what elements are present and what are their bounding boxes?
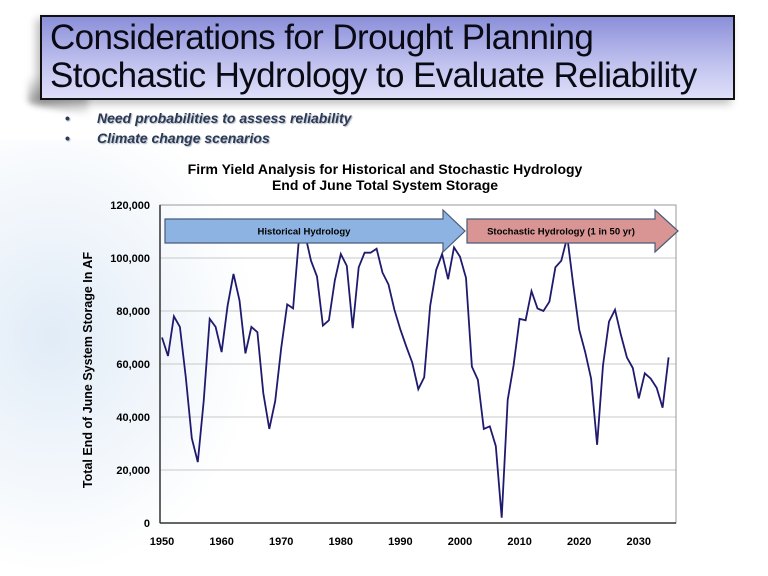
slide-title-box: Considerations for Drought Planning Stoc… bbox=[40, 15, 735, 100]
x-tick-label: 1980 bbox=[329, 536, 353, 548]
slide-title-line-2: Stochastic Hydrology to Evaluate Reliabi… bbox=[50, 56, 697, 95]
chart-subtitle: End of June Total System Storage bbox=[271, 177, 499, 193]
y-axis-label: Total End of June System Storage In AF bbox=[81, 252, 95, 489]
bullet-text: Climate change scenarios bbox=[97, 130, 270, 146]
x-tick-label: 2020 bbox=[567, 536, 591, 548]
arrow-label: Historical Hydrology bbox=[258, 227, 352, 238]
y-tick-label: 20,000 bbox=[116, 465, 150, 477]
y-tick-label: 120,000 bbox=[110, 200, 150, 212]
x-tick-label: 1990 bbox=[388, 536, 412, 548]
gridlines bbox=[160, 257, 676, 471]
y-tick-label: 100,000 bbox=[110, 253, 150, 265]
x-tick-label: 1970 bbox=[269, 536, 293, 548]
x-tick-label: 1960 bbox=[209, 536, 233, 548]
series-group bbox=[161, 232, 670, 518]
y-tick-label: 80,000 bbox=[116, 306, 150, 318]
y-tick-label: 60,000 bbox=[116, 359, 150, 371]
bullet-text: Need probabilities to assess reliability bbox=[97, 110, 352, 126]
bullet-marker: • bbox=[65, 110, 70, 126]
background-glow bbox=[0, 140, 260, 576]
slide-title-line-1: Considerations for Drought Planning bbox=[50, 18, 594, 57]
arrow-label: Stochastic Hydrology (1 in 50 yr) bbox=[487, 227, 635, 238]
y-tick-label: 40,000 bbox=[116, 412, 150, 424]
bullet-marker: • bbox=[65, 130, 70, 146]
historical-hydrology-arrow bbox=[164, 208, 466, 254]
x-tick-label: 1950 bbox=[150, 536, 174, 548]
stochastic-hydrology-arrow bbox=[466, 208, 679, 254]
x-tick-labels: 1950 1960 1970 1980 1990 2000 2010 2020 2030 bbox=[150, 536, 651, 548]
chart-title: Firm Yield Analysis for Historical and S… bbox=[187, 161, 583, 177]
y-tick-labels: 0 20,000 40,000 60,000 80,000 100,000 120,000 bbox=[110, 200, 150, 530]
x-tick-label: 2000 bbox=[448, 536, 472, 548]
y-tick-label: 0 bbox=[144, 518, 150, 530]
x-tick-label: 2030 bbox=[627, 536, 651, 548]
x-tick-label: 2010 bbox=[507, 536, 531, 548]
annotation-arrows: Historical Hydrology Stochastic Hydrology… bbox=[164, 208, 679, 254]
series-line bbox=[161, 232, 670, 518]
